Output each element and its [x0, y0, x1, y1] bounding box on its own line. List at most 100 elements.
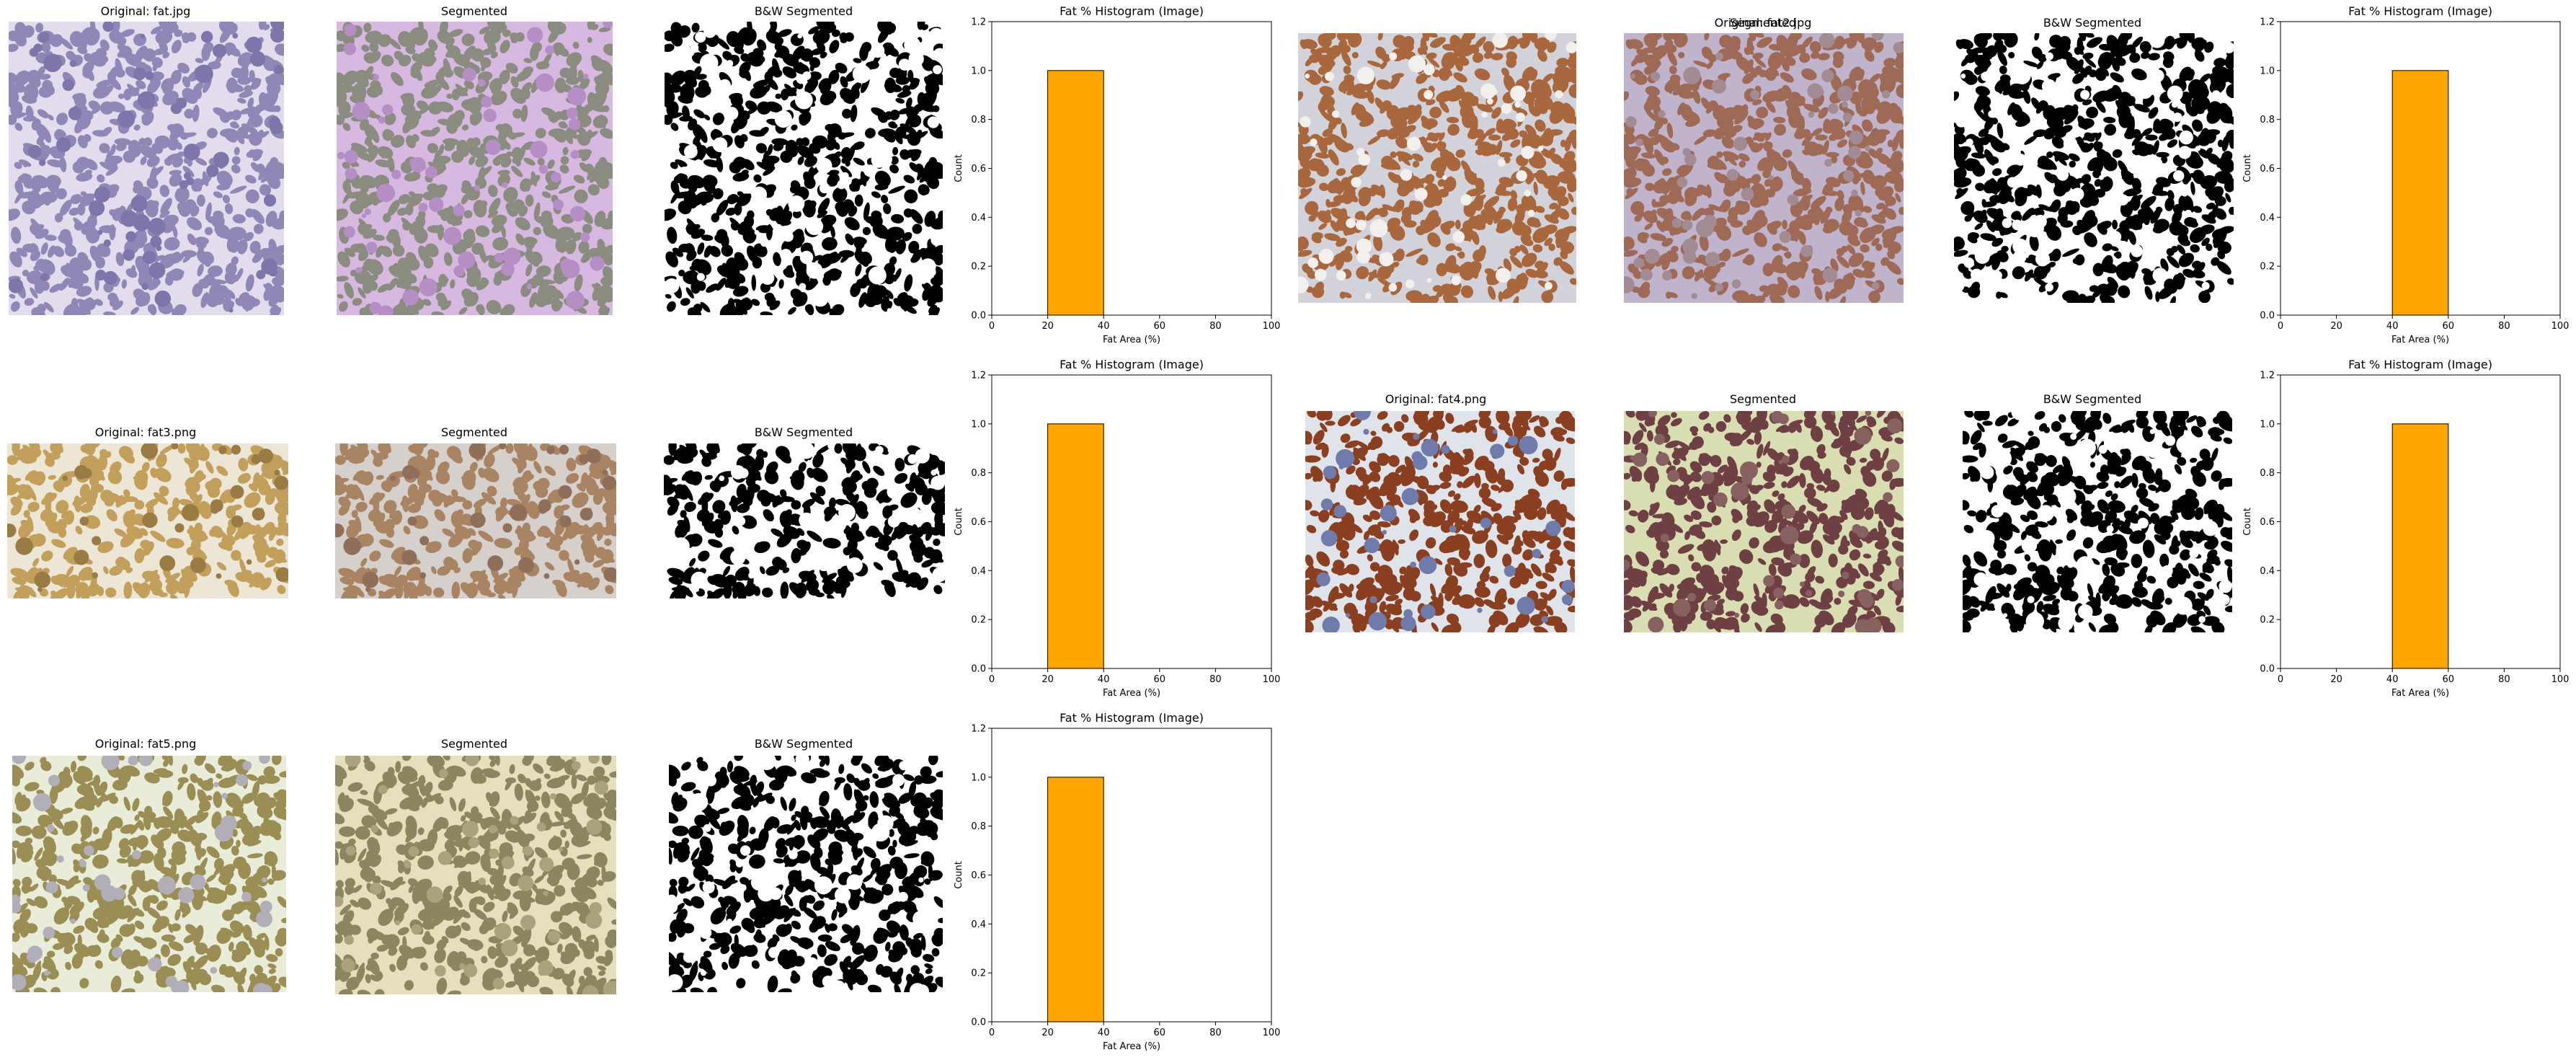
- segmented-image: [1624, 411, 1904, 632]
- y-tick-label: 0.8: [2260, 115, 2275, 125]
- y-tick-label: 1.2: [971, 724, 986, 735]
- segmented-title: Segmented: [441, 737, 507, 751]
- original-title: Original: fat4.png: [1385, 392, 1487, 406]
- y-tick-label: 0.6: [971, 164, 986, 175]
- histogram-bar: [1047, 777, 1104, 1023]
- fat-histogram-chart: Fat % Histogram (Image) 0 20 40 60 80 100 0.0 0.…: [2242, 358, 2570, 699]
- y-tick-label: 0.2: [971, 262, 986, 273]
- x-tick-label: 80: [2498, 674, 2510, 685]
- y-tick-label: 0.2: [971, 615, 986, 626]
- x-tick-label: 0: [2278, 321, 2283, 332]
- x-tick-label: 60: [1154, 1028, 1166, 1038]
- bw-title: B&W Segmented: [2043, 16, 2142, 30]
- chart-title: Fat % Histogram (Image): [1060, 4, 1204, 18]
- y-tick-label: 1.2: [971, 371, 986, 381]
- x-axis-label: Fat Area (%): [1103, 688, 1160, 699]
- histogram-bar: [2391, 423, 2449, 669]
- y-tick-label: 0.4: [971, 919, 986, 930]
- y-tick-label: 0.6: [2260, 517, 2275, 528]
- segmented-image: [1624, 33, 1904, 303]
- y-tick-label: 0.0: [2260, 664, 2275, 675]
- x-tick-label: 20: [1041, 321, 1054, 332]
- bw-segmented-image: [1963, 411, 2232, 632]
- original-image: [1305, 411, 1575, 632]
- y-axis-label: Count: [2242, 508, 2253, 536]
- original-title: Original: fat.jpg: [100, 4, 191, 18]
- y-axis-label: Count: [954, 508, 964, 536]
- y-tick-label: 1.0: [2260, 66, 2275, 76]
- segmented-image: [335, 756, 616, 994]
- x-tick-label: 0: [989, 1028, 995, 1038]
- y-tick-label: 0.2: [971, 968, 986, 979]
- y-tick-label: 0.6: [971, 870, 986, 881]
- x-tick-label: 60: [1154, 674, 1166, 685]
- y-tick-label: 0.8: [971, 821, 986, 832]
- x-tick-label: 80: [1209, 1028, 1222, 1038]
- bw-segmented-image: [665, 22, 943, 315]
- original-title: Original: fat2.jpg: [1714, 16, 1812, 30]
- segmented-image: [337, 22, 613, 315]
- y-tick-label: 0.4: [2260, 566, 2275, 577]
- x-tick-label: 40: [2386, 674, 2399, 685]
- y-tick-label: 1.0: [971, 66, 986, 76]
- original-image: [12, 756, 286, 992]
- plot-frame: [991, 374, 1272, 669]
- bw-segmented-image: [669, 756, 943, 992]
- original-image: [7, 443, 288, 599]
- x-tick-label: 60: [2443, 674, 2455, 685]
- x-tick-label: 40: [1098, 674, 1110, 685]
- x-tick-label: 60: [2443, 321, 2455, 332]
- chart-title: Fat % Histogram (Image): [1060, 358, 1204, 371]
- x-axis-label: Fat Area (%): [2391, 688, 2449, 699]
- y-tick-label: 0.4: [971, 213, 986, 224]
- bw-title: B&W Segmented: [2043, 392, 2142, 406]
- y-tick-label: 0.2: [2260, 615, 2275, 626]
- fat-histogram-chart: Fat % Histogram (Image) 0 20 40 60 80 100 0.0 0.…: [954, 358, 1280, 699]
- y-tick-label: 0.8: [971, 468, 986, 479]
- x-tick-label: 20: [2330, 674, 2342, 685]
- x-tick-label: 20: [1041, 674, 1054, 685]
- x-tick-label: 100: [2551, 321, 2570, 332]
- y-axis-label: Count: [954, 154, 964, 182]
- plot-frame: [991, 21, 1272, 316]
- histogram-bar: [1047, 423, 1104, 669]
- segmented-title: Segmented: [441, 425, 507, 439]
- y-tick-label: 1.2: [2260, 371, 2275, 381]
- segmented-image: [335, 443, 616, 599]
- x-axis-label: Fat Area (%): [1103, 1041, 1160, 1052]
- x-tick-label: 0: [989, 321, 995, 332]
- histogram-bar: [1047, 70, 1104, 316]
- x-tick-label: 0: [989, 674, 995, 685]
- x-tick-label: 60: [1154, 321, 1166, 332]
- chart-title: Fat % Histogram (Image): [2348, 4, 2492, 18]
- x-tick-label: 20: [2330, 321, 2342, 332]
- y-tick-label: 0.4: [971, 566, 986, 577]
- y-axis-label: Count: [954, 861, 964, 889]
- bw-title: B&W Segmented: [754, 737, 853, 751]
- y-tick-label: 1.2: [971, 17, 986, 28]
- histogram-bar: [2391, 70, 2449, 316]
- bw-segmented-image: [1954, 33, 2234, 303]
- y-tick-label: 1.0: [971, 419, 986, 430]
- bw-title: B&W Segmented: [754, 425, 853, 439]
- x-tick-label: 0: [2278, 674, 2283, 685]
- bw-segmented-image: [664, 443, 945, 599]
- original-image: [9, 22, 284, 315]
- plot-frame: [991, 728, 1272, 1023]
- y-tick-label: 1.0: [2260, 419, 2275, 430]
- x-tick-label: 100: [2551, 674, 2570, 685]
- x-tick-label: 40: [1098, 1028, 1110, 1038]
- segmented-title: Segmented: [1730, 392, 1796, 406]
- y-tick-label: 0.4: [2260, 213, 2275, 224]
- fat-histogram-chart: Fat % Histogram (Image) 0 20 40 60 80 100 0.0 0.…: [954, 4, 1280, 345]
- y-tick-label: 0.0: [971, 664, 986, 675]
- x-tick-label: 40: [1098, 321, 1110, 332]
- x-tick-label: 20: [1041, 1028, 1054, 1038]
- y-tick-label: 0.0: [2260, 311, 2275, 322]
- x-tick-label: 80: [2498, 321, 2510, 332]
- segmented-title: Segmented: [441, 4, 507, 18]
- original-title: Original: fat5.png: [94, 737, 197, 751]
- y-axis-label: Count: [2242, 154, 2253, 182]
- y-tick-label: 0.6: [2260, 164, 2275, 175]
- y-tick-label: 0.6: [971, 517, 986, 528]
